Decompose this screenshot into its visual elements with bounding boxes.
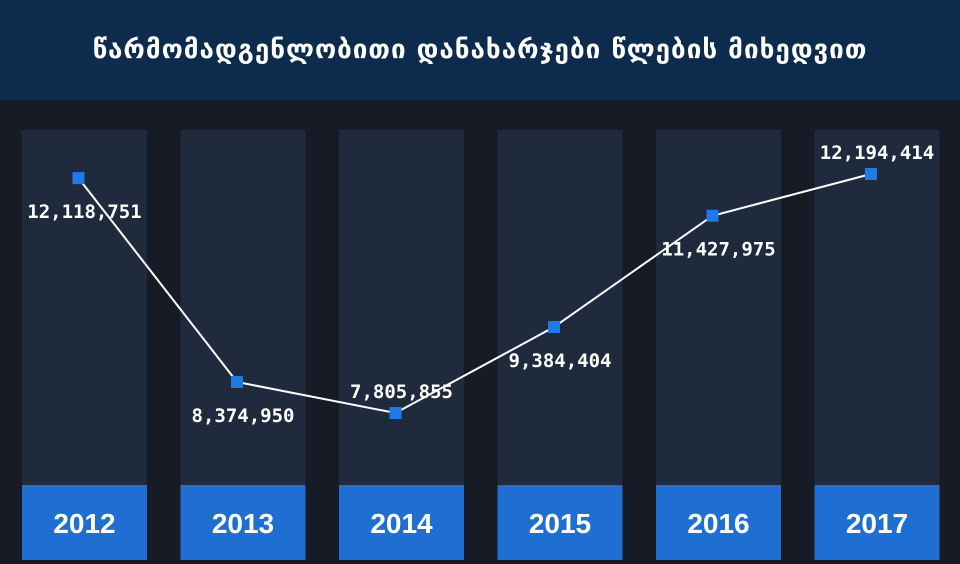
year-box-2017 [814,485,940,560]
data-point-2015 [548,321,560,334]
column-bg-2012 [22,130,147,485]
chart-header: წარმომადგენლობითი დანახარჯები წლების მიხ… [0,0,960,100]
column-backgrounds [22,130,940,485]
value-label-2013: 8,374,950 [192,405,295,427]
data-markers [72,168,877,419]
year-label-2015: 2015 [529,508,591,539]
column-bg-2016 [656,130,781,485]
value-label-2015: 9,384,404 [509,350,612,372]
chart-title: წარმომადგენლობითი დანახარჯები წლების მიხ… [92,35,868,65]
year-box-2015 [497,485,623,560]
chart-area: 2012 2013 2014 2015 2016 2017 12,118,751 8,374… [0,100,960,560]
year-box-2012 [22,485,147,560]
value-label-2014: 7,805,855 [350,381,453,403]
data-point-2016 [706,209,719,222]
value-labels: 12,118,751 8,374,950 7,805,855 9,384,404 11,… [27,142,934,427]
year-box-2016 [656,485,781,560]
value-label-2012: 12,118,751 [27,201,141,223]
value-label-2017: 12,194,414 [820,142,934,164]
data-point-2017 [865,168,877,180]
year-label-2017: 2017 [846,508,908,539]
column-bg-2014 [339,130,464,485]
series-line [77,173,872,415]
data-point-2013 [231,376,243,389]
column-bg-2013 [180,130,306,485]
year-label-2012: 2012 [53,508,115,539]
value-label-2016: 11,427,975 [661,239,775,261]
year-label-2014: 2014 [370,508,433,539]
year-box-2014 [339,485,464,560]
year-label-2016: 2016 [687,508,749,539]
data-point-2014 [389,407,402,419]
year-labels: 2012 2013 2014 2015 2016 2017 [22,485,940,560]
data-point-2012 [72,172,85,185]
year-label-2013: 2013 [212,508,274,539]
line-chart: 2012 2013 2014 2015 2016 2017 12,118,751 8,374… [22,130,940,560]
column-bg-2017 [814,130,940,485]
year-box-2013 [180,485,306,560]
column-bg-2015 [497,130,623,485]
